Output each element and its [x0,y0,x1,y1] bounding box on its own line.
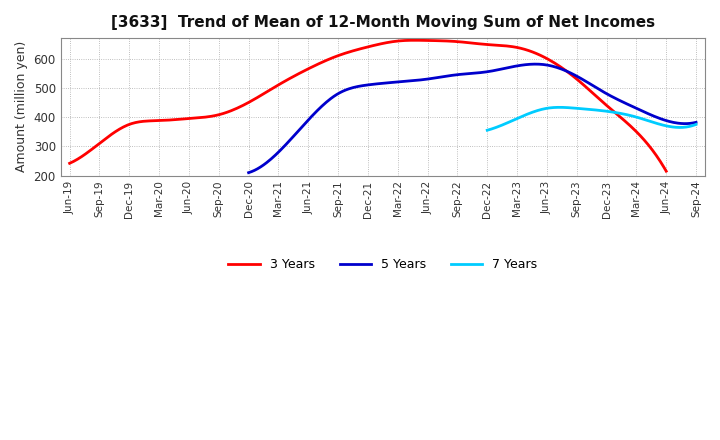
Y-axis label: Amount (million yen): Amount (million yen) [15,41,28,172]
Legend: 3 Years, 5 Years, 7 Years: 3 Years, 5 Years, 7 Years [223,253,542,276]
Title: [3633]  Trend of Mean of 12-Month Moving Sum of Net Incomes: [3633] Trend of Mean of 12-Month Moving … [111,15,655,30]
